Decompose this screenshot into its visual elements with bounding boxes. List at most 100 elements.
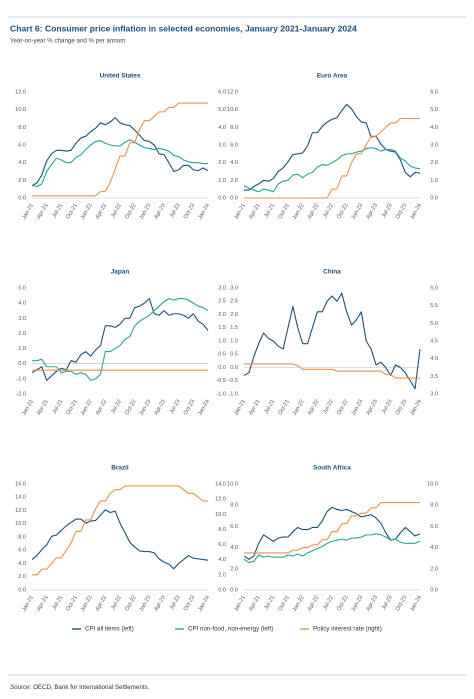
x-tick-label: Jul-21 [52, 203, 65, 219]
x-tick-label: Jul-23 [169, 203, 182, 219]
x-tick-label: Apr-21 [36, 399, 50, 417]
x-tick-label: Oct-22 [336, 399, 350, 417]
y2-tick-label: 6.0 [218, 542, 226, 548]
y-tick-label: 2.0 [230, 312, 238, 318]
series-line [31, 117, 209, 187]
legend-label: Policy interest rate (right) [313, 626, 382, 633]
x-tick-label: Oct-21 [65, 595, 79, 613]
y-tick-label: 6.0 [230, 524, 238, 530]
y-tick-label: 0.5 [230, 352, 238, 358]
legend-label: CPI all items (left) [85, 626, 134, 633]
x-tick-label: Jul-23 [169, 595, 182, 611]
y2-tick-label: 10.0 [427, 481, 438, 487]
y2-tick-label: 6.0 [218, 89, 226, 95]
y-tick-label: 3.0 [18, 316, 26, 322]
y-tick-label: 8.0 [230, 125, 238, 131]
x-tick-label: Jul-23 [381, 595, 394, 611]
y-tick-label: 1.5 [230, 325, 238, 331]
x-tick-label: Apr-21 [248, 203, 262, 221]
x-tick-label: Oct-23 [183, 399, 197, 417]
series-line [32, 102, 208, 197]
x-tick-label: Apr-23 [153, 595, 167, 613]
x-tick-label: Apr-22 [307, 595, 321, 613]
panel-title: Euro Area [317, 73, 348, 80]
x-tick-label: Jan-24 [409, 595, 423, 613]
x-tick-label: Apr-23 [365, 399, 379, 417]
x-tick-label: Jan-22 [80, 595, 94, 613]
y-tick-label: -1.0 [228, 391, 238, 397]
y-tick-label: 2.0 [230, 178, 238, 184]
y2-tick-label: 5.5 [430, 303, 438, 309]
x-tick-label: Jan-24 [409, 203, 423, 221]
x-tick-label: Jul-21 [52, 595, 65, 611]
x-tick-label: Apr-22 [307, 203, 321, 221]
series-line [244, 117, 420, 199]
series-line [32, 298, 209, 381]
x-tick-label: Jul-22 [322, 595, 335, 611]
y-tick-label: 0.0 [18, 587, 26, 593]
series-line [32, 485, 208, 576]
y2-tick-label: 1.0 [218, 178, 226, 184]
y-tick-label: 10.0 [15, 521, 26, 527]
y2-tick-label: 2.5 [218, 299, 226, 305]
x-tick-label: Apr-21 [36, 595, 50, 613]
chart-subtitle: Year-on-year % change and % per annum [10, 38, 125, 45]
x-tick-label: Jan-22 [80, 203, 94, 221]
y2-tick-label: 0.0 [218, 195, 226, 201]
y2-tick-label: 2.0 [218, 160, 226, 166]
x-tick-label: Apr-21 [248, 595, 262, 613]
x-tick-label: Jan-21 [233, 595, 247, 613]
x-tick-label: Jan-24 [197, 203, 211, 221]
x-tick-label: Oct-22 [124, 399, 138, 417]
x-tick-label: Jan-23 [139, 595, 153, 613]
y-tick-label: 4.0 [18, 160, 26, 166]
x-tick-label: Jan-21 [21, 203, 35, 221]
x-tick-label: Oct-22 [124, 203, 138, 221]
x-tick-label: Jul-22 [322, 399, 335, 415]
x-tick-label: Oct-21 [65, 203, 79, 221]
x-tick-label: Apr-22 [95, 399, 109, 417]
x-tick-label: Jan-21 [233, 399, 247, 417]
x-tick-label: Jan-21 [21, 595, 35, 613]
y2-tick-label: 3.0 [218, 142, 226, 148]
series-line [243, 147, 421, 193]
x-tick-label: Oct-21 [277, 203, 291, 221]
y-tick-label: 6.0 [18, 142, 26, 148]
y2-tick-label: 0.0 [430, 587, 438, 593]
y-tick-label: 2.0 [18, 178, 26, 184]
y2-tick-label: 6.0 [430, 524, 438, 530]
x-tick-label: Apr-22 [95, 203, 109, 221]
x-tick-label: Jan-24 [197, 595, 211, 613]
y-tick-label: 10.0 [15, 107, 26, 113]
y2-tick-label: 8.0 [218, 527, 226, 533]
x-tick-label: Jan-22 [80, 399, 94, 417]
y2-tick-label: 5.0 [430, 107, 438, 113]
x-tick-label: Jan-22 [292, 203, 306, 221]
y2-tick-label: 10.0 [215, 512, 226, 518]
y-tick-label: 8.0 [18, 534, 26, 540]
source-label: Source: [10, 684, 32, 691]
y-tick-label: 1.0 [230, 338, 238, 344]
y2-tick-label: 3.5 [430, 374, 438, 380]
legend-label: CPI non-food, non-energy (left) [188, 626, 273, 633]
panel-title: China [323, 269, 341, 276]
y2-tick-label: 2.0 [218, 312, 226, 318]
x-tick-label: Jan-23 [351, 203, 365, 221]
y-tick-label: 8.0 [230, 503, 238, 509]
y-tick-label: 6.0 [18, 548, 26, 554]
y2-tick-label: 1.0 [430, 178, 438, 184]
y-tick-label: 6.0 [230, 142, 238, 148]
x-tick-label: Oct-23 [395, 203, 409, 221]
x-tick-label: Oct-23 [183, 203, 197, 221]
x-tick-label: Oct-23 [395, 595, 409, 613]
y2-tick-label: 4.0 [430, 545, 438, 551]
y2-tick-label: 6.0 [430, 89, 438, 95]
x-tick-label: Jan-22 [292, 595, 306, 613]
source: Source: OECD, Bank for International Set… [10, 684, 150, 691]
y-tick-label: 0.0 [230, 587, 238, 593]
y2-tick-label: 4.0 [218, 125, 226, 131]
y2-tick-label: 4.0 [430, 125, 438, 131]
x-tick-label: Jan-21 [233, 203, 247, 221]
y2-tick-label: 3.0 [218, 285, 226, 291]
y-tick-label: 12.0 [15, 508, 26, 514]
